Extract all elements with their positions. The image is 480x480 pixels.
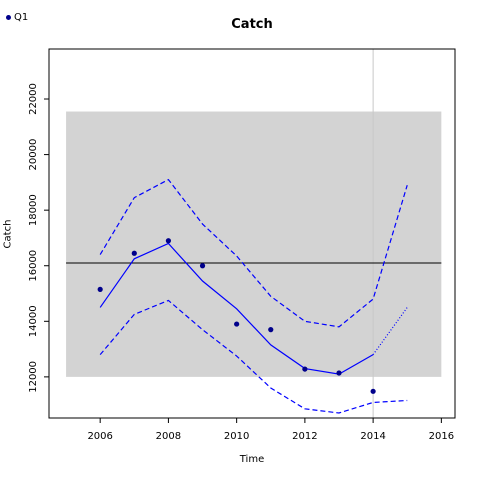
legend: Q1	[6, 12, 28, 23]
data-point	[131, 250, 137, 256]
x-tick-label: 2006	[87, 431, 112, 442]
shaded-region	[66, 111, 442, 377]
series-line-1	[99, 242, 374, 375]
x-tick-label: 2014	[360, 431, 385, 442]
data-point	[165, 238, 172, 244]
data-point	[370, 388, 376, 394]
x-tick-label: 2016	[429, 431, 454, 442]
series-line-3	[99, 299, 408, 414]
y-tick-label: 16000	[28, 250, 39, 282]
data-point	[336, 370, 342, 376]
x-tick-label: 2008	[156, 431, 181, 442]
plot-frame	[48, 48, 456, 419]
series-line-4	[372, 307, 408, 355]
data-point	[97, 286, 103, 292]
y-tick-label: 12000	[28, 361, 39, 393]
legend-marker-icon	[6, 15, 11, 20]
y-tick-label: 22000	[28, 83, 39, 115]
data-point	[199, 263, 206, 269]
data-point	[268, 327, 274, 333]
y-axis-label: Catch	[2, 219, 14, 249]
x-axis-label: Time	[239, 454, 265, 465]
y-tick-label: 18000	[28, 194, 39, 226]
data-point	[234, 321, 240, 327]
y-tick-label: 20000	[28, 139, 39, 171]
chart-title: Catch	[231, 17, 273, 32]
data-point	[302, 366, 308, 372]
x-tick-label: 2010	[224, 431, 249, 442]
legend-label: Q1	[14, 12, 29, 23]
x-tick-label: 2012	[292, 431, 317, 442]
y-tick-label: 14000	[28, 305, 39, 337]
series-line-2	[99, 178, 408, 328]
